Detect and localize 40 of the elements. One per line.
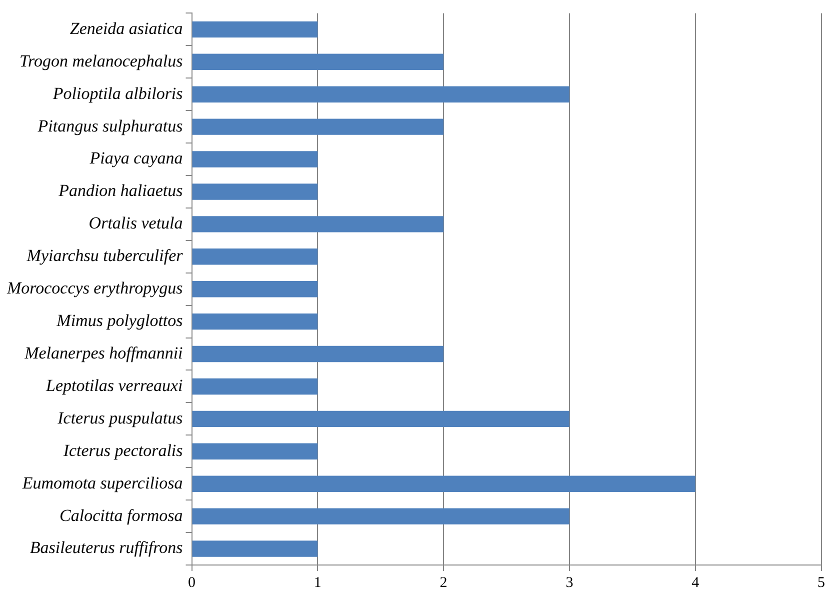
bar [192, 248, 318, 265]
bar [192, 184, 318, 200]
bar [192, 410, 570, 428]
x-tick-label: 2 [440, 574, 448, 591]
bar [192, 443, 318, 460]
bar [192, 54, 444, 70]
y-tick-label: Trogon melanocephalus [20, 51, 184, 70]
y-tick-label: Eumomota superciliosa [21, 473, 183, 492]
bar [192, 476, 696, 492]
bar [192, 508, 570, 524]
y-tick-label: Morococcys erythropygus [6, 278, 184, 298]
y-tick-label: Mimus polyglottos [56, 311, 184, 330]
bar [192, 118, 444, 135]
bar [192, 21, 318, 38]
bar [192, 346, 444, 362]
x-tick-label: 1 [314, 574, 322, 591]
y-tick-label: Icterus pectoralis [62, 440, 184, 460]
bar [192, 378, 318, 395]
x-tick-label: 3 [566, 574, 574, 591]
y-tick-label: Calocitta formosa [60, 506, 183, 525]
y-tick-label: Myiarchsu tuberculifer [26, 246, 184, 266]
x-tick-label: 4 [692, 574, 700, 591]
bar [192, 540, 318, 557]
y-tick-label: Zeneida asiatica [70, 18, 183, 38]
x-tick-label: 0 [188, 574, 196, 591]
bar [192, 280, 318, 298]
y-tick-label: Melanerpes hoffmannii [24, 343, 184, 362]
y-tick-label: Leptotilas verreauxi [45, 376, 184, 395]
bar [192, 313, 318, 330]
y-tick-label: Piaya cayana [88, 148, 183, 168]
bar [192, 86, 570, 102]
y-tick-label: Pandion haliaetus [58, 181, 184, 200]
y-tick-label: Basileuterus ruffifrons [30, 538, 184, 558]
y-tick-label: Ortalis vetula [88, 214, 183, 233]
bar [192, 216, 444, 232]
y-tick-label: Icterus puspulatus [56, 408, 184, 428]
x-tick-label: 5 [818, 574, 825, 591]
bar [192, 151, 318, 168]
y-tick-label: Polioptila albiloris [52, 84, 184, 103]
y-tick-label: Pitangus sulphuratus [36, 116, 184, 136]
